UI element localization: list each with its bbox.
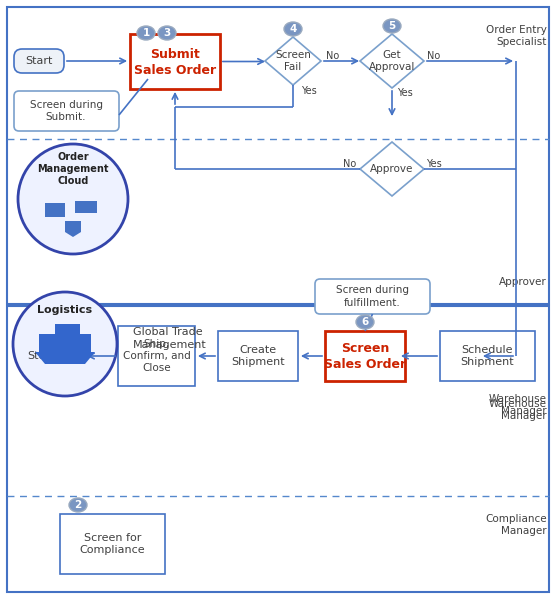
Ellipse shape [284, 22, 302, 36]
Text: Order
Management
Cloud: Order Management Cloud [37, 152, 109, 186]
FancyBboxPatch shape [218, 331, 298, 381]
FancyBboxPatch shape [45, 203, 65, 217]
FancyBboxPatch shape [315, 279, 430, 314]
Text: Stop: Stop [27, 351, 53, 361]
Text: Ship,
Confirm, and
Close: Ship, Confirm, and Close [123, 338, 190, 373]
FancyBboxPatch shape [14, 91, 119, 131]
Text: Compliance
Manager: Compliance Manager [485, 514, 547, 536]
FancyBboxPatch shape [325, 331, 405, 381]
FancyBboxPatch shape [14, 49, 64, 73]
FancyBboxPatch shape [7, 306, 549, 592]
FancyBboxPatch shape [7, 7, 549, 304]
Ellipse shape [69, 498, 87, 512]
FancyBboxPatch shape [130, 34, 220, 89]
Text: Start: Start [26, 56, 53, 66]
Text: Warehouse
Manager: Warehouse Manager [489, 394, 547, 416]
Text: Approver: Approver [499, 277, 547, 287]
Text: 2: 2 [75, 500, 82, 510]
Text: 1: 1 [142, 28, 150, 38]
Polygon shape [65, 221, 81, 237]
Text: 3: 3 [163, 28, 171, 38]
FancyBboxPatch shape [55, 324, 80, 334]
Text: 5: 5 [389, 21, 396, 31]
Circle shape [13, 292, 117, 396]
Circle shape [18, 144, 128, 254]
Text: Yes: Yes [301, 86, 317, 96]
Text: Screen
Sales Order: Screen Sales Order [324, 341, 406, 371]
Text: Yes: Yes [426, 159, 442, 169]
Polygon shape [35, 352, 95, 364]
Text: Schedule
Shipment: Schedule Shipment [461, 345, 514, 367]
Text: Global Trade
Management: Global Trade Management [133, 327, 207, 350]
Polygon shape [360, 142, 424, 196]
FancyBboxPatch shape [75, 201, 97, 213]
FancyBboxPatch shape [440, 331, 535, 381]
Ellipse shape [356, 315, 374, 329]
Text: No: No [428, 51, 440, 61]
Text: Logistics: Logistics [37, 305, 92, 315]
Ellipse shape [383, 19, 401, 33]
Text: Get
Approval: Get Approval [369, 50, 415, 72]
Text: Submit
Sales Order: Submit Sales Order [134, 47, 216, 77]
FancyBboxPatch shape [60, 514, 165, 574]
FancyBboxPatch shape [118, 326, 195, 386]
FancyBboxPatch shape [18, 345, 62, 367]
Text: Create
Shipment: Create Shipment [231, 345, 285, 367]
Text: No: No [344, 159, 356, 169]
Text: Screen for
Compliance: Screen for Compliance [80, 533, 145, 555]
Text: 6: 6 [361, 317, 369, 327]
Polygon shape [360, 34, 424, 88]
Text: No: No [326, 51, 340, 61]
FancyBboxPatch shape [39, 334, 91, 352]
Text: Screen during
Submit.: Screen during Submit. [29, 100, 102, 122]
Text: Yes: Yes [397, 88, 413, 98]
Text: Approve: Approve [370, 164, 414, 174]
Text: Order Entry
Specialist: Order Entry Specialist [486, 25, 547, 47]
Text: Warehouse
Manager: Warehouse Manager [489, 399, 547, 422]
Polygon shape [265, 37, 321, 85]
Ellipse shape [158, 26, 176, 40]
Text: Screen
Fail: Screen Fail [275, 50, 311, 72]
Text: Screen during
fulfillment.: Screen during fulfillment. [336, 285, 409, 308]
Text: 4: 4 [289, 24, 297, 34]
Ellipse shape [137, 26, 155, 40]
